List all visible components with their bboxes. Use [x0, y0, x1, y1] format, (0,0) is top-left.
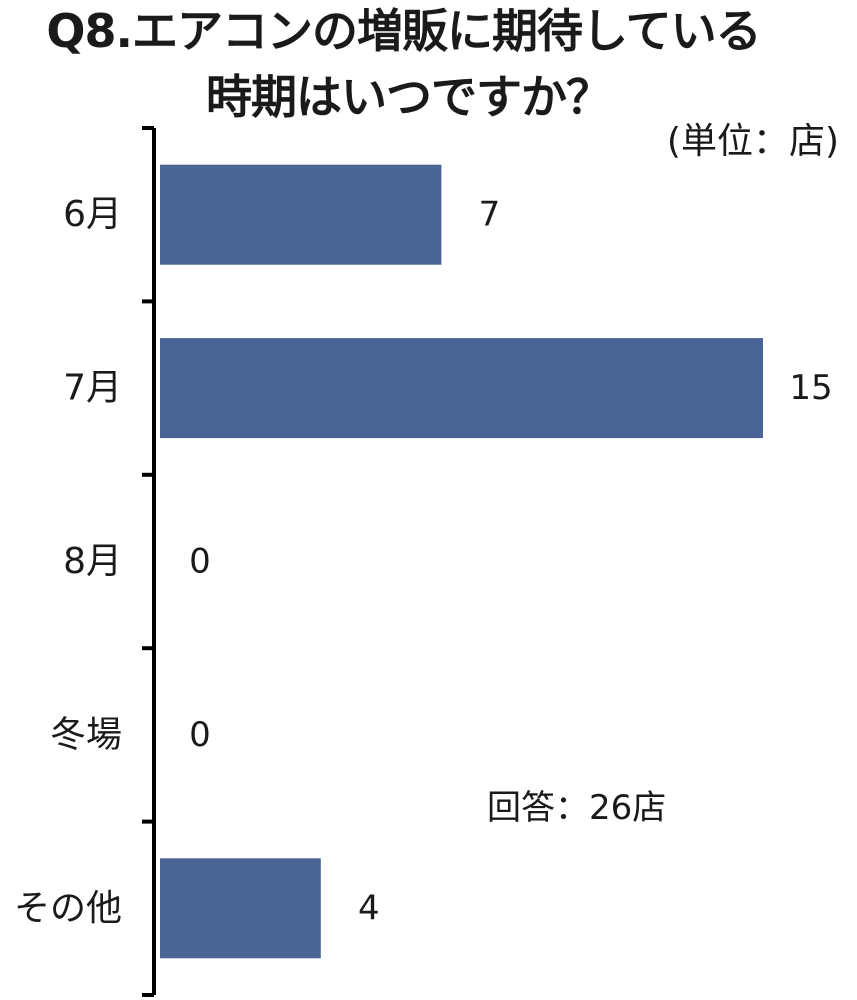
bar: [160, 858, 321, 959]
total-responses-note: 回答：26店: [487, 788, 667, 828]
category-label: 冬場: [50, 714, 122, 755]
category-label: その他: [14, 888, 122, 929]
bar: [160, 338, 763, 439]
data-label: 4: [358, 888, 380, 928]
data-label: 0: [189, 542, 211, 582]
data-label: 0: [189, 715, 211, 755]
unit-note: (単位：店): [666, 121, 839, 162]
data-label: 15: [789, 368, 832, 408]
chart-title-line1: Q8.エアコンの増販に期待している: [46, 4, 761, 58]
category-label: 6月: [63, 194, 122, 235]
chart-title-line2: 時期はいつですか？: [206, 70, 612, 124]
category-label: 7月: [63, 368, 122, 409]
bar: [160, 164, 442, 265]
category-label: 8月: [63, 541, 122, 582]
data-label: 7: [479, 195, 501, 235]
